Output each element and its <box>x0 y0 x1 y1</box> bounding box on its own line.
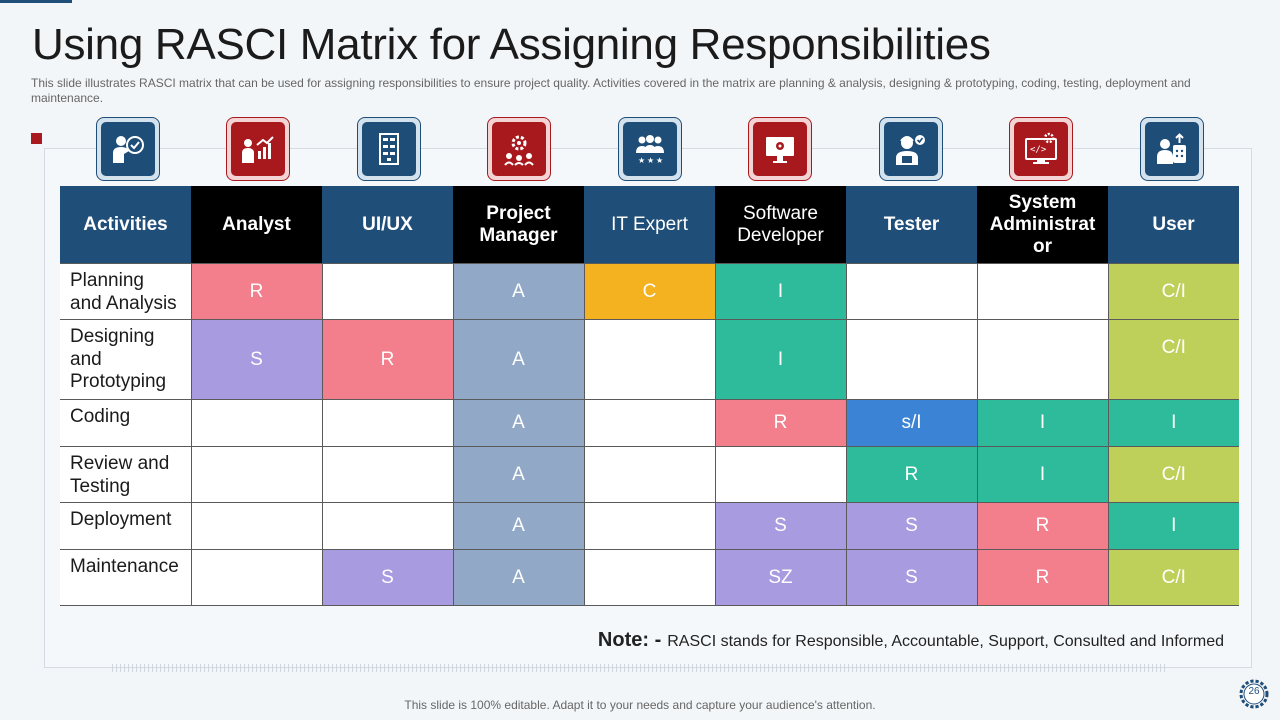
svg-text:★: ★ <box>647 156 654 165</box>
activity-cell: Planning and Analysis <box>60 263 192 320</box>
role-cell: A <box>452 549 585 606</box>
role-cell <box>190 502 323 550</box>
role-cell <box>845 319 978 400</box>
role-cell: S <box>845 549 978 606</box>
role-cell: A <box>452 399 585 447</box>
role-cell <box>190 549 323 606</box>
chart-presentation-icon <box>226 117 290 181</box>
header-ui-ux: UI/UX <box>322 186 453 264</box>
role-cell: R <box>714 399 847 447</box>
table-row: Review and Testing A R I C/I <box>60 446 1239 503</box>
role-cell: R <box>976 549 1109 606</box>
user-device-icon <box>1140 117 1204 181</box>
header-analyst: Analyst <box>191 186 322 264</box>
svg-text:</>: </> <box>1030 145 1047 155</box>
role-cell <box>583 502 716 550</box>
activity-cell: Deployment <box>60 502 192 550</box>
role-cell <box>190 446 323 503</box>
role-cell: I <box>976 399 1109 447</box>
tester-check-icon <box>879 117 943 181</box>
team-stars-icon: ★ ★ ★ <box>618 117 682 181</box>
role-cell: S <box>190 319 323 400</box>
role-cell: S <box>321 549 454 606</box>
role-cell <box>583 399 716 447</box>
role-cell <box>976 319 1109 400</box>
role-cell <box>714 446 847 503</box>
slide-subtitle: This slide illustrates RASCI matrix that… <box>31 76 1191 105</box>
role-cell: I <box>714 263 847 320</box>
note: Note: - RASCI stands for Responsible, Acc… <box>598 629 1224 652</box>
team-gears-icon <box>487 117 551 181</box>
header-user: User <box>1108 186 1239 264</box>
monitor-settings-icon <box>748 117 812 181</box>
header-project-manager: Project Manager <box>453 186 584 264</box>
role-cell <box>976 263 1109 320</box>
role-cell: A <box>452 263 585 320</box>
header-system-administrator: System Administrat or <box>977 186 1108 264</box>
header-it-expert: IT Expert <box>584 186 715 264</box>
header-software-developer: Software Developer <box>715 186 846 264</box>
table-row: Designing and Prototyping S R A I C/I <box>60 319 1239 400</box>
role-cell: C/I <box>1107 446 1239 503</box>
table-row: Maintenance S A SZ S R C/I <box>60 549 1239 606</box>
role-cell: I <box>1107 399 1239 447</box>
header-tester: Tester <box>846 186 977 264</box>
page-number: 26 <box>1248 686 1260 697</box>
web-admin-icon: </> <box>1009 117 1073 181</box>
role-cell: A <box>452 502 585 550</box>
note-text: RASCI stands for Responsible, Accountabl… <box>667 633 1224 650</box>
role-cell: S <box>845 502 978 550</box>
role-cell: I <box>976 446 1109 503</box>
role-cell: C <box>583 263 716 320</box>
role-cell: s/I <box>845 399 978 447</box>
server-rack-icon <box>357 117 421 181</box>
top-accent-bar <box>0 0 72 3</box>
presenter-check-icon <box>96 117 160 181</box>
role-cell <box>321 263 454 320</box>
gear-icon <box>1239 679 1269 709</box>
role-cell: A <box>452 446 585 503</box>
role-cell <box>190 399 323 447</box>
role-cell: C/I <box>1107 263 1239 320</box>
role-cell <box>321 399 454 447</box>
red-square-marker <box>31 133 42 144</box>
dotted-divider <box>112 664 1166 672</box>
role-cell: I <box>1107 502 1239 550</box>
role-cell: SZ <box>714 549 847 606</box>
table-row: Planning and Analysis R A C I C/I <box>60 263 1239 320</box>
matrix-header-row: Activities Analyst UI/UX Project Manager… <box>60 186 1239 264</box>
table-row: Deployment A S S R I <box>60 502 1239 550</box>
svg-text:★: ★ <box>638 156 645 165</box>
role-cell <box>583 319 716 400</box>
header-activities: Activities <box>60 186 191 264</box>
role-cell: C/I <box>1107 319 1239 400</box>
activity-cell: Coding <box>60 399 192 447</box>
rasci-matrix-table: Activities Analyst UI/UX Project Manager… <box>60 186 1239 606</box>
activity-cell: Maintenance <box>60 549 192 606</box>
slide-footer: This slide is 100% editable. Adapt it to… <box>404 698 876 712</box>
role-cell: R <box>976 502 1109 550</box>
svg-text:★: ★ <box>656 156 663 165</box>
role-cell: R <box>321 319 454 400</box>
role-cell <box>583 446 716 503</box>
role-cell: C/I <box>1107 549 1239 606</box>
activity-cell: Review and Testing <box>60 446 192 503</box>
role-cell: A <box>452 319 585 400</box>
role-cell: S <box>714 502 847 550</box>
role-cell: R <box>845 446 978 503</box>
role-cell <box>321 502 454 550</box>
role-cell <box>845 263 978 320</box>
role-cell <box>321 446 454 503</box>
slide-title: Using RASCI Matrix for Assigning Respons… <box>32 20 991 69</box>
role-cell <box>583 549 716 606</box>
activity-cell: Designing and Prototyping <box>60 319 192 400</box>
role-cell: R <box>190 263 323 320</box>
note-label: Note: - <box>597 629 662 651</box>
role-cell: I <box>714 319 847 400</box>
